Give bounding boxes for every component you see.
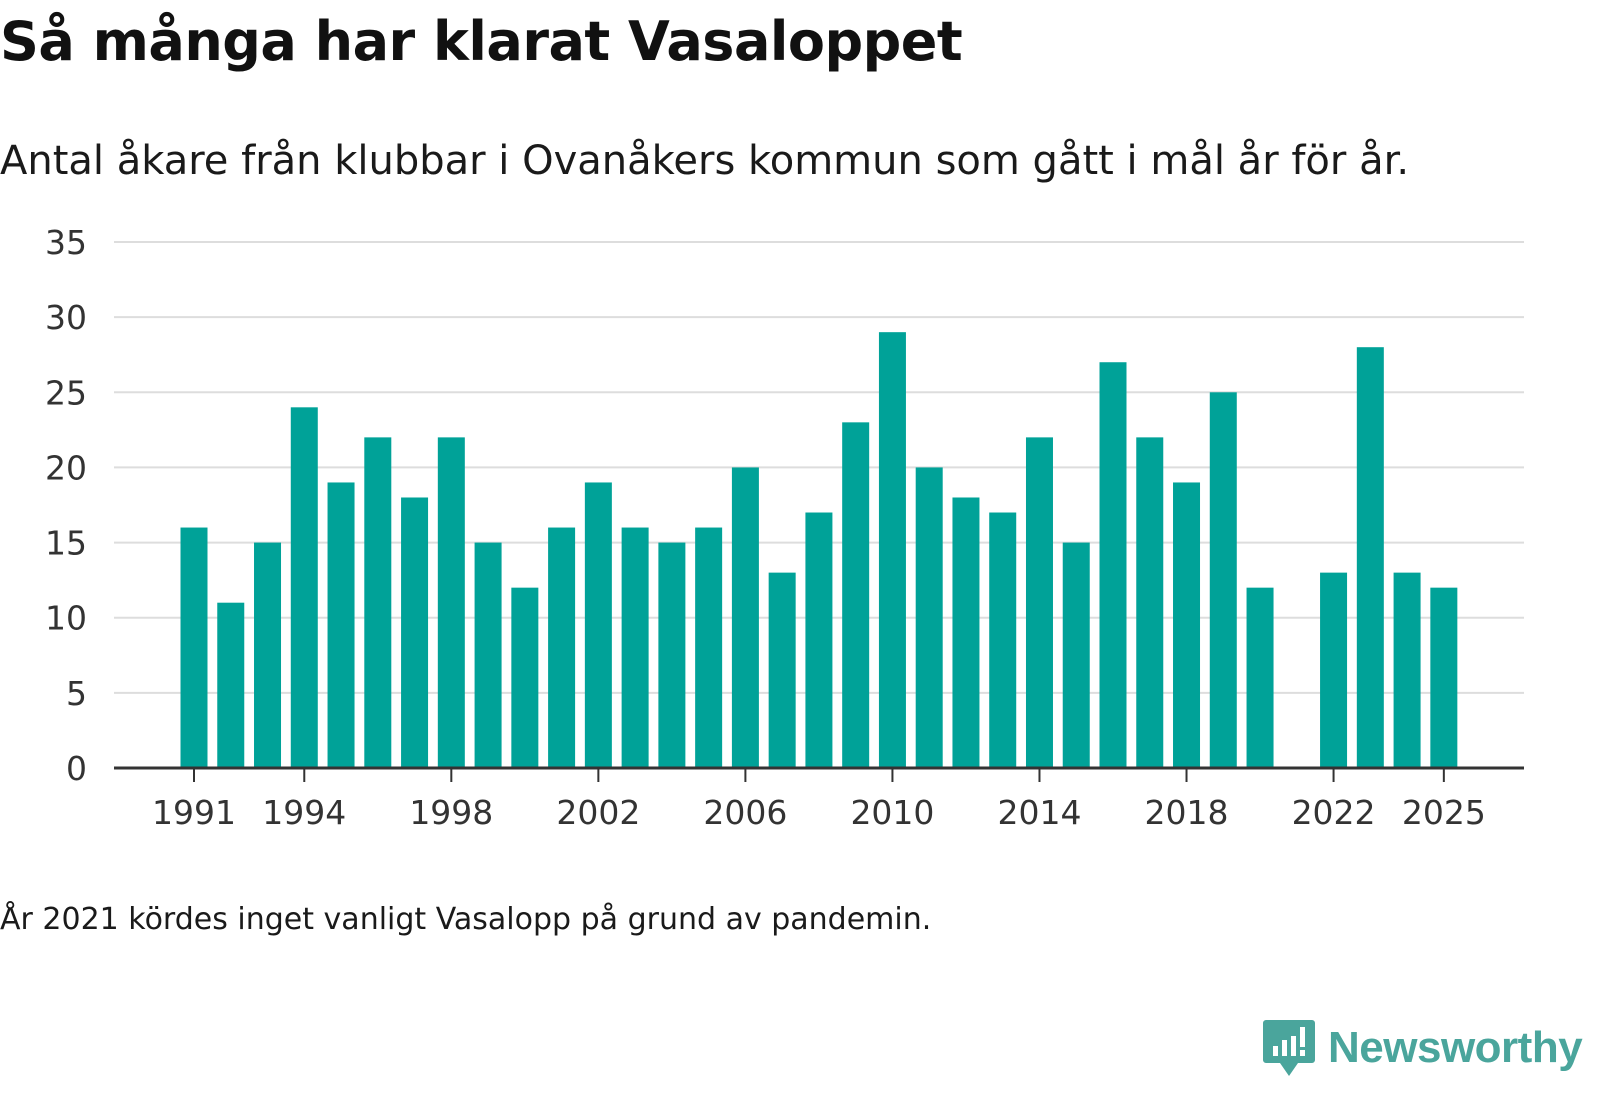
y-tick-label: 25 xyxy=(45,373,87,412)
x-tick-label: 1994 xyxy=(262,793,346,832)
x-tick-label: 2022 xyxy=(1292,793,1376,832)
y-tick-label: 20 xyxy=(45,448,87,487)
x-tick-label: 2010 xyxy=(850,793,934,832)
x-tick-label: 2002 xyxy=(556,793,640,832)
bar-2009 xyxy=(842,422,870,768)
bar-2007 xyxy=(768,572,796,768)
bar-2014 xyxy=(1025,437,1053,768)
logo-badge-shape xyxy=(1263,1020,1315,1076)
bar-2025 xyxy=(1430,587,1458,768)
bar-1992 xyxy=(217,602,245,768)
brand-logo: Newsworthy xyxy=(1262,1016,1583,1080)
chart-title: Så många har klarat Vasaloppet xyxy=(0,10,963,73)
y-tick-label: 0 xyxy=(66,749,87,788)
bar-2012 xyxy=(952,497,980,768)
bar-1998 xyxy=(437,437,465,768)
x-tick-label: 2006 xyxy=(703,793,787,832)
y-tick-label: 35 xyxy=(45,223,87,262)
bar-2017 xyxy=(1136,437,1164,768)
brand-name: Newsworthy xyxy=(1328,1023,1583,1072)
logo-bar-2 xyxy=(1282,1040,1287,1056)
bar-2015 xyxy=(1062,542,1090,768)
footnote: År 2021 kördes inget vanligt Vasalopp på… xyxy=(0,902,932,937)
newsworthy-logo-icon xyxy=(1263,1020,1315,1076)
bar-2002 xyxy=(584,482,612,768)
bar-1999 xyxy=(474,542,502,768)
bar-2004 xyxy=(658,542,686,768)
x-tick-label: 2018 xyxy=(1145,793,1229,832)
bar-2008 xyxy=(805,512,833,768)
bar-1997 xyxy=(401,497,429,768)
logo-exclaim-dot xyxy=(1300,1050,1305,1056)
x-tick-label: 1991 xyxy=(152,793,236,832)
y-tick-label: 30 xyxy=(45,298,87,337)
bar-2005 xyxy=(695,527,723,768)
x-tick-label: 2014 xyxy=(997,793,1081,832)
bar-2023 xyxy=(1356,347,1384,768)
bar-2010 xyxy=(878,332,906,768)
bar-2024 xyxy=(1393,572,1421,768)
y-tick-label: 15 xyxy=(45,524,87,563)
chart-subtitle: Antal åkare från klubbar i Ovanåkers kom… xyxy=(0,138,1410,184)
bar-2020 xyxy=(1246,587,1274,768)
y-tick-label: 5 xyxy=(66,674,87,713)
y-axis-ticks: 0 5 10 15 20 25 30 35 xyxy=(45,223,87,788)
x-axis-ticks: 1991 1994 1998 2002 2006 2010 2014 2018 2022 2025 xyxy=(152,768,1486,832)
bar-2006 xyxy=(731,467,759,768)
bar-1991 xyxy=(180,527,208,768)
bar-2019 xyxy=(1209,392,1237,768)
x-tick-label: 2025 xyxy=(1402,793,1486,832)
bars xyxy=(180,332,1458,768)
bar-2022 xyxy=(1320,572,1348,768)
bar-2001 xyxy=(548,527,576,768)
bar-2013 xyxy=(989,512,1017,768)
bar-2016 xyxy=(1099,362,1127,768)
y-tick-label: 10 xyxy=(45,599,87,638)
bar-2003 xyxy=(621,527,649,768)
bar-1995 xyxy=(327,482,355,768)
bar-1993 xyxy=(254,542,282,768)
x-tick-label: 1998 xyxy=(409,793,493,832)
bar-2011 xyxy=(915,467,943,768)
logo-bar-1 xyxy=(1273,1046,1278,1056)
bar-1994 xyxy=(290,407,318,768)
bar-2000 xyxy=(511,587,539,768)
logo-exclaim-bar xyxy=(1300,1027,1305,1047)
logo-bar-3 xyxy=(1291,1036,1296,1056)
bar-2018 xyxy=(1173,482,1201,768)
bar-1996 xyxy=(364,437,392,768)
